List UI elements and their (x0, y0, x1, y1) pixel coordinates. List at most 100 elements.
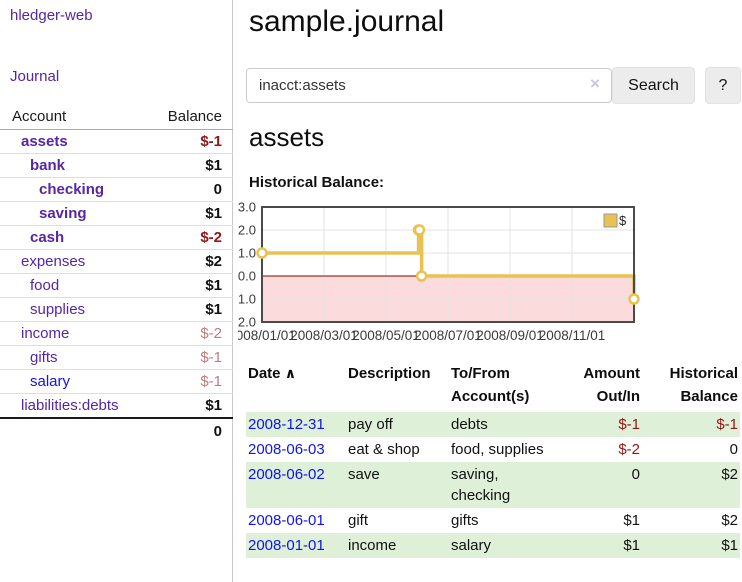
y-tick-label: 1.0 (238, 246, 256, 261)
account-balance: $1 (205, 301, 222, 318)
account-row: gifts $-1 (0, 345, 233, 369)
chart-title: Historical Balance: (249, 174, 385, 191)
transaction-date-link[interactable]: 2008-06-02 (248, 466, 325, 483)
transaction-balance: $1 (721, 537, 738, 554)
register-header-row: Date ∧ Description To/From Account(s) Amount… (246, 360, 740, 412)
transaction-date-link[interactable]: 2008-06-01 (248, 512, 325, 529)
page-title: sample.journal (249, 5, 445, 38)
accounts-list: assets $-1 bank $1 checking 0 saving $1 cash $-2 e… (0, 129, 233, 417)
account-link[interactable]: liabilities:debts (21, 397, 119, 414)
account-row: income $-2 (0, 321, 233, 345)
register-row: 2008-12-31 pay off debts $-1 $-1 (246, 412, 740, 437)
account-balance: $1 (205, 277, 222, 294)
account-link[interactable]: assets (21, 133, 68, 150)
help-button[interactable]: ? (705, 67, 741, 104)
y-tick-label: 0.0 (238, 269, 256, 284)
account-link[interactable]: food (30, 277, 60, 294)
data-point-marker (628, 293, 640, 305)
legend-label: $ (619, 213, 627, 228)
account-balance: $1 (205, 205, 222, 222)
app-brand-link[interactable]: hledger-web (10, 7, 93, 24)
header-line1: To/From (451, 365, 510, 382)
account-link[interactable]: income (21, 325, 70, 342)
account-link[interactable]: checking (39, 181, 105, 198)
sidebar-item-journal[interactable]: Journal (10, 68, 60, 85)
search-button[interactable]: Search (612, 67, 695, 104)
transaction-description: gift (348, 512, 369, 529)
account-row: food $1 (0, 273, 233, 297)
transaction-accounts: gifts (451, 512, 479, 529)
transaction-date-link[interactable]: 2008-01-01 (248, 537, 325, 554)
register-table: Date ∧ Description To/From Account(s) Amount… (246, 360, 740, 558)
transaction-amount: $-2 (618, 441, 640, 458)
account-column-header: Account (12, 108, 67, 125)
account-row: saving $1 (0, 201, 233, 225)
sidebar: hledger-web Journal Account Balance asse… (0, 0, 233, 582)
account-row: cash $-2 (0, 225, 233, 249)
y-tick-label: 2.0 (238, 223, 256, 238)
transaction-date-cell: 2008-06-03 (246, 437, 346, 462)
transaction-description: pay off (348, 416, 393, 433)
account-link[interactable]: supplies (30, 301, 86, 318)
register-column-header: To/From Account(s) (449, 360, 561, 412)
account-link[interactable]: expenses (21, 253, 86, 270)
account-link[interactable]: salary (30, 373, 71, 390)
transaction-amount: $1 (623, 512, 640, 529)
register-column-header: Historical Balance (642, 360, 740, 412)
accounts-total-value: 0 (213, 423, 222, 440)
register-row: 2008-06-03 eat & shop food, supplies $-2 0 (246, 437, 740, 462)
account-row: liabilities:debts $1 (0, 393, 233, 417)
account-row: bank $1 (0, 153, 233, 177)
x-tick-label: 2008/09/01 (476, 328, 544, 343)
transaction-balance: $-1 (716, 416, 738, 433)
x-tick-label: 2008/05/01 (352, 328, 420, 343)
legend-swatch (603, 213, 618, 228)
account-balance: $-1 (200, 133, 222, 150)
transaction-accounts: food, supplies (451, 441, 544, 458)
account-balance: $-1 (200, 349, 222, 366)
transaction-accounts: salary (451, 537, 492, 554)
data-point-marker (415, 270, 428, 282)
register-column-header: Amount Out/In (561, 360, 642, 412)
transaction-description: income (348, 537, 397, 554)
header-line2: Balance (680, 388, 738, 405)
plot-border (261, 206, 635, 323)
header-line1: Historical (669, 365, 738, 382)
clear-search-icon[interactable]: × (590, 74, 600, 93)
transaction-date-link[interactable]: 2008-06-03 (248, 441, 325, 458)
data-point-marker (413, 224, 426, 236)
transaction-balance: $2 (721, 466, 738, 483)
account-balance: $-2 (200, 325, 222, 342)
x-tick-label: 2008/01/01 (238, 328, 296, 343)
data-point-marker (256, 247, 268, 259)
account-row: checking 0 (0, 177, 233, 201)
account-row: assets $-1 (0, 129, 233, 153)
transaction-balance: $2 (721, 512, 738, 529)
header-line2: Out/In (596, 388, 640, 405)
header-line1: Amount (583, 365, 640, 382)
y-tick-label: 3.0 (238, 200, 256, 215)
search-input[interactable] (246, 68, 612, 103)
transaction-accounts: saving, checking (451, 466, 511, 504)
account-link[interactable]: cash (30, 229, 65, 246)
account-link[interactable]: saving (39, 205, 87, 222)
transaction-description: save (348, 466, 380, 483)
sort-asc-icon: ∧ (284, 365, 297, 381)
account-balance: $-1 (200, 373, 222, 390)
header-line2: Account(s) (451, 388, 530, 405)
header-line1: Description (348, 365, 431, 382)
accounts-total-row: 0 (0, 417, 233, 444)
transaction-date-cell: 2008-06-01 (246, 508, 346, 533)
transaction-date-cell: 2008-01-01 (246, 533, 346, 558)
account-row: salary $-1 (0, 369, 233, 393)
register-column-header[interactable]: Date ∧ (246, 360, 346, 412)
transaction-date-link[interactable]: 2008-12-31 (248, 416, 325, 433)
transaction-date-cell: 2008-06-02 (246, 462, 346, 508)
transaction-date-cell: 2008-12-31 (246, 412, 346, 437)
account-row: supplies $1 (0, 297, 233, 321)
accounts-table-header: Account Balance (0, 104, 233, 129)
historical-balance-chart: $3.0 2.0 1.0 0.0 -1.0 -2.02008/01/012008/03/0… (238, 200, 640, 343)
account-link[interactable]: gifts (30, 349, 58, 366)
header-line1: Date ∧ (248, 365, 297, 382)
account-link[interactable]: bank (30, 157, 66, 174)
